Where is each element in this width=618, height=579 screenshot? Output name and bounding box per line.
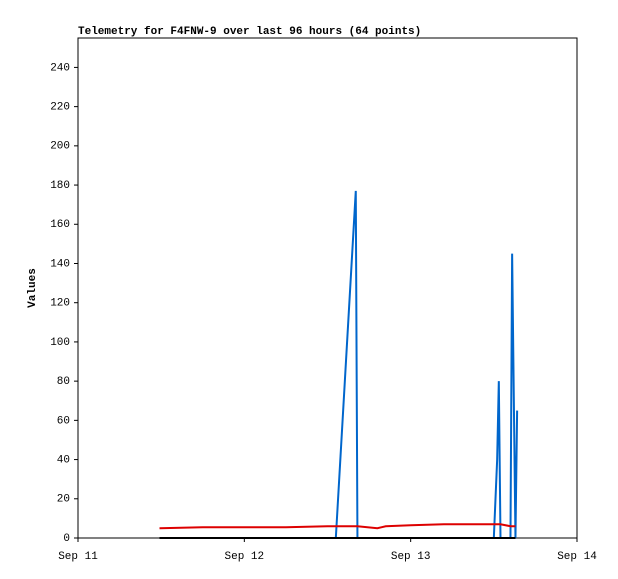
y-tick-label: 40: [57, 454, 70, 466]
y-tick-label: 100: [50, 337, 70, 349]
x-tick-label: Sep 12: [225, 551, 265, 563]
y-tick-label: 200: [50, 141, 70, 153]
x-tick-label: Sep 14: [557, 551, 597, 563]
y-tick-label: 160: [50, 219, 70, 231]
y-tick-label: 60: [57, 415, 70, 427]
y-tick-label: 240: [50, 62, 70, 74]
plot-frame: [77, 37, 578, 539]
chart-title: Telemetry for F4FNW-9 over last 96 hours…: [78, 26, 421, 38]
y-tick-label: 20: [57, 494, 70, 506]
x-tick-label: Sep 13: [391, 551, 431, 563]
y-tick-label: 0: [63, 533, 70, 545]
y-axis-label: Values: [27, 268, 39, 308]
y-tick-label: 180: [50, 180, 70, 192]
x-tick-label: Sep 11: [58, 551, 98, 563]
y-tick-label: 220: [50, 102, 70, 114]
y-tick-label: 80: [57, 376, 70, 388]
y-tick-label: 140: [50, 258, 70, 270]
series-line: [159, 523, 516, 530]
y-tick-label: 120: [50, 298, 70, 310]
